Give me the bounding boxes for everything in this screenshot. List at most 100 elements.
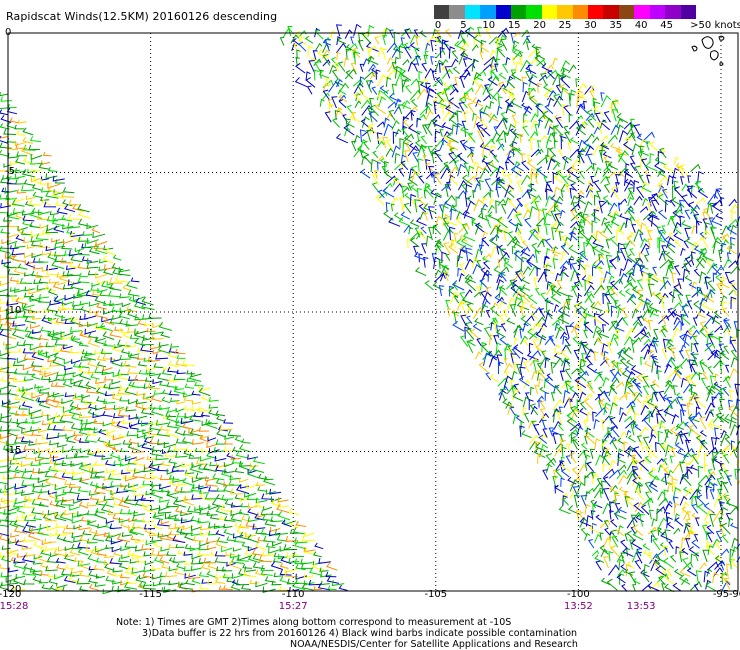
wind-barb [207,561,219,571]
wind-barb [660,296,667,310]
wind-barb [444,183,452,198]
wind-barb [458,223,470,234]
wind-barb [600,359,608,366]
wind-barb [77,548,89,556]
wind-barb [621,584,628,592]
wind-barb [617,437,625,445]
wind-barb [563,236,572,248]
wind-barb [108,277,123,284]
wind-barb [580,495,588,509]
wind-barb [198,492,213,502]
wind-barb [704,402,716,415]
wind-barb [95,482,107,489]
wind-barb [648,410,655,423]
wind-barb [626,473,637,485]
wind-barb [547,158,556,171]
wind-barb [102,588,114,595]
wind-barb [23,272,33,277]
wind-barb [96,361,107,368]
wind-barb [111,263,124,271]
wind-barb [407,61,416,72]
wind-barb [79,371,91,380]
wind-barb [105,544,115,550]
wind-barb [594,438,601,450]
wind-barb [170,343,180,348]
wind-barb [681,473,692,487]
wind-barb [1,545,11,550]
wind-barb [337,61,346,72]
wind-barb [462,49,467,59]
wind-barb [78,362,90,369]
wind-barb [723,469,731,481]
wind-barb [676,448,689,458]
wind-barb [580,341,587,354]
wind-barb [335,133,349,144]
wind-barb [180,418,194,425]
wind-barb [661,188,669,199]
wind-barb [572,336,580,345]
wind-barb [418,203,427,213]
wind-barb [596,265,605,275]
wind-barb [313,551,322,558]
wind-barb [640,343,650,353]
wind-barb [54,484,68,491]
wind-barb [192,483,204,490]
wind-barb [112,513,124,521]
wind-barb [560,477,565,487]
wind-barb [351,47,361,58]
wind-barb [320,580,330,586]
wind-barb [94,366,108,374]
wind-barb [519,366,526,380]
wind-barb [72,537,83,543]
wind-barb [608,265,614,275]
wind-barb [433,171,439,184]
wind-barb [639,233,644,242]
wind-barb [664,199,672,213]
wind-barb [139,580,153,587]
wind-barb [224,499,236,507]
wind-barb [621,370,633,380]
wind-barb [421,62,428,72]
wind-barb [497,259,503,268]
wind-barb [688,546,700,557]
wind-barb [707,366,714,375]
wind-barb [560,349,570,360]
wind-barb [445,181,452,191]
wind-barb [522,81,528,93]
wind-barb [215,530,225,537]
wind-barb [650,406,660,418]
wind-barb [71,543,83,550]
wind-barb [22,311,35,318]
wind-barb [31,177,41,183]
wind-barb [434,269,441,277]
wind-barb [5,313,18,320]
wind-barb [101,316,113,323]
wind-barb [673,186,684,199]
wind-barb [426,184,434,193]
wind-barb [182,477,195,487]
wind-barb [30,413,43,420]
wind-barb [72,305,83,310]
wind-barb [687,175,692,184]
wind-barb [530,386,535,396]
wind-barb [0,245,11,254]
wind-barb [0,273,9,278]
wind-barb [474,224,483,235]
wind-barb [109,451,121,460]
wind-barb [519,306,526,318]
wind-barb [519,328,525,339]
wind-barb [555,461,565,472]
wind-barb [551,227,558,241]
wind-barb [671,185,679,199]
wind-barb [665,251,674,261]
wind-barb [53,225,65,233]
wind-barb [610,188,618,198]
wind-barb [309,567,323,576]
wind-barb [634,301,645,312]
wind-barb [570,408,580,422]
wind-barb [643,549,652,557]
wind-barb [717,407,722,415]
wind-barb [562,389,571,403]
wind-barb [244,532,257,538]
wind-barb [497,300,505,310]
